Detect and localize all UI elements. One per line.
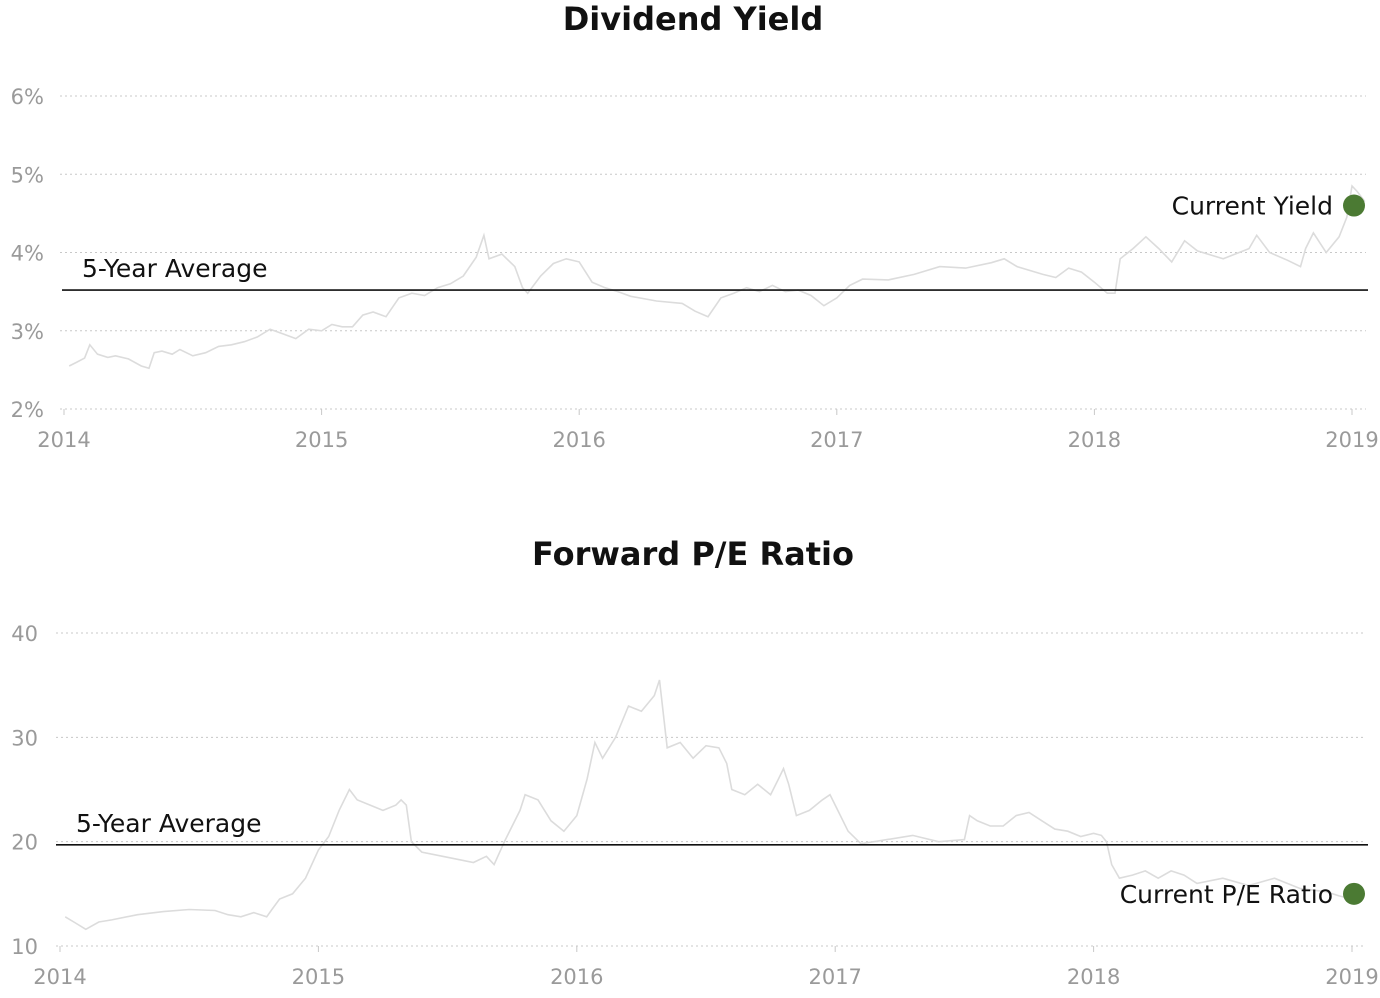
current-value-label: Current Yield	[1172, 192, 1333, 221]
current-value-marker	[1343, 882, 1365, 905]
y-tick-label: 20	[11, 831, 38, 855]
chart-title-dividend-yield: Dividend Yield	[562, 0, 824, 38]
x-tick-label: 2017	[810, 428, 863, 452]
y-tick-label: 5%	[11, 163, 44, 187]
current-value-marker	[1343, 194, 1365, 217]
x-tick-label: 2019	[1325, 965, 1378, 989]
average-label: 5-Year Average	[82, 254, 268, 283]
average-label: 5-Year Average	[76, 809, 262, 838]
x-tick-label: 2014	[33, 965, 86, 989]
x-tick-label: 2014	[37, 428, 90, 452]
x-tick-label: 2018	[1068, 428, 1121, 452]
x-tick-label: 2016	[550, 965, 603, 989]
x-tick-label: 2019	[1325, 428, 1378, 452]
current-value-label: Current P/E Ratio	[1120, 880, 1333, 909]
y-tick-label: 30	[11, 726, 38, 750]
chart-title-forward-pe: Forward P/E Ratio	[532, 535, 854, 573]
y-tick-label: 2%	[11, 398, 44, 422]
y-tick-label: 3%	[11, 320, 44, 344]
x-tick-label: 2018	[1067, 965, 1120, 989]
series-line	[64, 679, 1358, 931]
x-tick-label: 2017	[808, 965, 861, 989]
y-tick-label: 40	[11, 622, 38, 646]
x-tick-label: 2016	[552, 428, 605, 452]
y-tick-label: 4%	[11, 242, 44, 266]
x-tick-label: 2015	[295, 428, 348, 452]
y-tick-label: 10	[11, 935, 38, 959]
y-tick-label: 6%	[11, 85, 44, 109]
series-line	[68, 184, 1366, 370]
dividend-yield-chart: 2% 3% 4% 5% 6% 2014 2015 2016 2017 2018 2019 5-Year…	[11, 85, 1379, 452]
x-tick-label: 2015	[292, 965, 345, 989]
